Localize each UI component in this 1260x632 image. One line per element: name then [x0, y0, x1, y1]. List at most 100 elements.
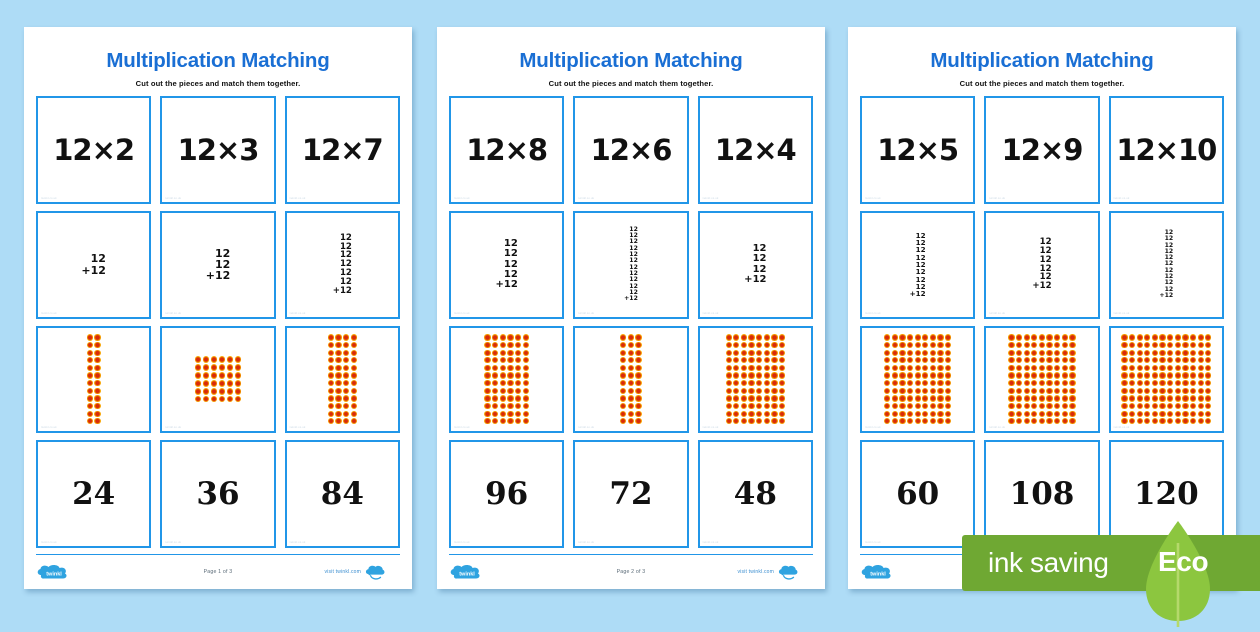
- card-watermark: twinkl.co.uk: [578, 426, 595, 430]
- repeated-addition-card[interactable]: 12 12 12 +12 twinkl.co.uk: [697, 210, 813, 319]
- array-card[interactable]: twinkl.co.uk: [573, 325, 689, 434]
- fact-card[interactable]: 12×9 twinkl.co.uk: [984, 96, 1100, 204]
- array-card[interactable]: twinkl.co.uk: [36, 325, 152, 434]
- answer-text: 48: [733, 476, 777, 513]
- card-watermark: twinkl.co.uk: [41, 196, 57, 200]
- visit-label: visit twinkl.com: [737, 569, 774, 575]
- addition-stack: 12 12 12 12 12 12 +12: [332, 232, 352, 296]
- repeated-addition-card[interactable]: 12 +12 twinkl.co.uk: [36, 210, 152, 319]
- fact-text: 12×9: [1001, 132, 1084, 167]
- answer-card[interactable]: 36 twinkl.co.uk: [160, 440, 276, 548]
- card-watermark: twinkl.co.uk: [1113, 426, 1130, 430]
- svg-text:twinkl: twinkl: [46, 571, 62, 577]
- addition-stack: 12 12 12 12 12 12 12 12 12 12 12 +12: [624, 225, 638, 303]
- addition-stack: 12 12 +12: [205, 246, 231, 283]
- array-card[interactable]: twinkl.co.uk: [697, 325, 813, 434]
- card-grid: 12×8 twinkl.co.uk 12×6 twinkl.co.uk 12×4…: [449, 96, 813, 554]
- footer-brand: visit twinkl.com: [737, 564, 813, 581]
- array-card[interactable]: twinkl.co.uk: [1108, 325, 1224, 434]
- card-watermark: twinkl.co.uk: [165, 196, 182, 200]
- fact-card[interactable]: 12×2 twinkl.co.uk: [36, 96, 152, 204]
- twinkl-logo-icon: twinkl: [860, 564, 896, 581]
- addition-stack: 12 12 12 12 +12: [495, 238, 518, 290]
- worksheet-sheet-2[interactable]: Multiplication Matching Cut out the piec…: [437, 27, 825, 589]
- dot-array: [884, 334, 952, 425]
- repeated-addition-card[interactable]: 12 12 12 12 12 12 12 12 12 12 +12 twinkl.co.uk: [1108, 210, 1224, 319]
- worksheet-sheet-3[interactable]: Multiplication Matching Cut out the piec…: [848, 27, 1236, 589]
- sheet-body: Multiplication Matching Cut out the piec…: [437, 27, 825, 554]
- ink-saving-eco-badge: ink saving Eco: [962, 521, 1260, 627]
- fact-card[interactable]: 12×4 twinkl.co.uk: [697, 96, 813, 204]
- fact-text: 12×6: [590, 132, 673, 167]
- card-watermark: twinkl.co.uk: [578, 311, 595, 315]
- card-watermark: twinkl.co.uk: [289, 541, 306, 544]
- card-watermark: twinkl.co.uk: [865, 541, 881, 544]
- card-watermark: twinkl.co.uk: [454, 196, 470, 200]
- card-watermark: twinkl.co.uk: [289, 196, 306, 200]
- card-watermark: twinkl.co.uk: [289, 311, 306, 315]
- repeated-addition-card[interactable]: 12 12 12 12 12 12 +12 twinkl.co.uk: [284, 210, 400, 319]
- repeated-addition-card[interactable]: 12 12 12 12 12 +12 twinkl.co.uk: [984, 210, 1100, 319]
- page-title: Multiplication Matching: [106, 49, 330, 72]
- eco-badge-label: ink saving: [988, 547, 1109, 578]
- answer-card[interactable]: 24 twinkl.co.uk: [36, 440, 152, 548]
- sheet-footer: twinkl Page 2 of 3 visit twinkl.com: [449, 554, 813, 589]
- repeated-addition-card[interactable]: 12 12 12 12 12 12 12 12 12 12 12 +12 twinkl.co.uk: [573, 210, 689, 319]
- answer-card[interactable]: 48 twinkl.co.uk: [697, 440, 813, 548]
- card-watermark: twinkl.co.uk: [865, 196, 881, 200]
- fact-text: 12×10: [1116, 132, 1217, 167]
- answer-card[interactable]: 60 twinkl.co.uk: [860, 440, 976, 548]
- card-watermark: twinkl.co.uk: [578, 541, 595, 544]
- svg-text:twinkl: twinkl: [459, 571, 475, 577]
- addition-stack: 12 12 12 12 12 12 12 12 12 12 +12: [1159, 228, 1174, 300]
- footer-brand: visit twinkl.com: [324, 564, 400, 581]
- answer-card[interactable]: 96 twinkl.co.uk: [449, 440, 565, 548]
- card-watermark: twinkl.co.uk: [865, 311, 881, 315]
- dot-array: [725, 334, 786, 425]
- dot-array: [194, 356, 242, 403]
- addition-stack: 12 +12: [81, 252, 106, 277]
- fact-card[interactable]: 12×10 twinkl.co.uk: [1108, 96, 1224, 204]
- sheet-body: Multiplication Matching Cut out the piec…: [24, 27, 412, 554]
- dot-array: [1008, 334, 1076, 425]
- answer-card[interactable]: 84 twinkl.co.uk: [284, 440, 400, 548]
- eco-badge-bar: [962, 535, 1260, 591]
- array-card[interactable]: twinkl.co.uk: [284, 325, 400, 434]
- card-watermark: twinkl.co.uk: [1113, 196, 1130, 200]
- repeated-addition-card[interactable]: 12 12 +12 twinkl.co.uk: [160, 210, 276, 319]
- card-watermark: twinkl.co.uk: [41, 541, 57, 544]
- card-watermark: twinkl.co.uk: [702, 541, 719, 544]
- fact-card[interactable]: 12×7 twinkl.co.uk: [284, 96, 400, 204]
- fact-card[interactable]: 12×8 twinkl.co.uk: [449, 96, 565, 204]
- svg-text:twinkl: twinkl: [870, 571, 886, 577]
- card-watermark: twinkl.co.uk: [454, 311, 470, 315]
- fact-card[interactable]: 12×6 twinkl.co.uk: [573, 96, 689, 204]
- answer-text: 36: [196, 476, 240, 513]
- answer-text: 24: [72, 476, 116, 513]
- fact-text: 12×2: [53, 132, 135, 167]
- twinkl-badge-icon: [777, 564, 813, 581]
- addition-stack: 12 12 12 12 12 +12: [1032, 237, 1052, 292]
- answer-text: 60: [896, 476, 940, 513]
- array-card[interactable]: twinkl.co.uk: [449, 325, 565, 434]
- fact-card[interactable]: 12×3 twinkl.co.uk: [160, 96, 276, 204]
- card-watermark: twinkl.co.uk: [989, 311, 1006, 315]
- card-watermark: twinkl.co.uk: [41, 426, 57, 430]
- answer-text: 72: [609, 476, 653, 513]
- fact-card[interactable]: 12×5 twinkl.co.uk: [860, 96, 976, 204]
- card-watermark: twinkl.co.uk: [41, 311, 57, 315]
- page-subtitle: Cut out the pieces and match them togeth…: [548, 79, 714, 88]
- fact-text: 12×3: [177, 132, 260, 167]
- array-card[interactable]: twinkl.co.uk: [160, 325, 276, 434]
- answer-card[interactable]: 72 twinkl.co.uk: [573, 440, 689, 548]
- array-card[interactable]: twinkl.co.uk: [984, 325, 1100, 434]
- answer-text: 120: [1133, 476, 1199, 513]
- repeated-addition-card[interactable]: 12 12 12 12 12 12 12 12 +12 twinkl.co.uk: [860, 210, 976, 319]
- worksheet-sheet-1[interactable]: Multiplication Matching Cut out the piec…: [24, 27, 412, 589]
- array-card[interactable]: twinkl.co.uk: [860, 325, 976, 434]
- fact-text: 12×7: [301, 132, 384, 167]
- repeated-addition-card[interactable]: 12 12 12 12 +12 twinkl.co.uk: [449, 210, 565, 319]
- card-watermark: twinkl.co.uk: [165, 541, 182, 544]
- answer-card[interactable]: 120 twinkl.co.uk: [1108, 440, 1224, 548]
